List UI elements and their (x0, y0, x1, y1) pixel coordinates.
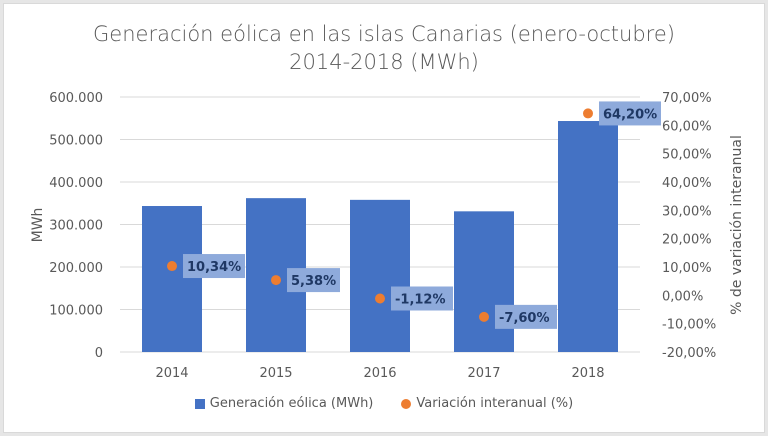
y2-tick-label: 40,00% (662, 176, 712, 191)
y2-tick-label: 60,00% (662, 119, 712, 134)
legend-item-generation: Generación eólica (MWh) (194, 396, 374, 411)
y-tick-label: 400.000 (49, 176, 103, 191)
data-point (271, 275, 281, 286)
data-label-box (287, 268, 340, 293)
data-label: 64,20% (603, 107, 657, 122)
y2-axis-label: % de variación interanual (729, 135, 745, 315)
legend-label-variation: Variación interanual (%) (416, 396, 574, 411)
y-tick-label: 600.000 (49, 91, 103, 106)
legend-item-variation: Variación interanual (%) (401, 396, 573, 411)
data-label-box (599, 101, 661, 126)
x-tick-label: 2015 (259, 366, 292, 381)
y2-tick-label: 70,00% (662, 91, 712, 106)
y-tick-label: 300.000 (49, 219, 103, 234)
y2-tick-label: 20,00% (662, 233, 712, 248)
y2-tick-label: 50,00% (662, 148, 712, 163)
data-label-box (183, 254, 245, 279)
chart-subtitle: 2014-2018 (MWh) (289, 50, 479, 74)
data-label-box (391, 286, 453, 311)
data-label: 10,34% (187, 260, 241, 275)
y-tick-label: 200.000 (49, 261, 103, 276)
x-tick-label: 2018 (571, 366, 604, 381)
data-label: -1,12% (395, 293, 446, 308)
legend-square-icon (194, 398, 205, 409)
data-label-box (495, 304, 557, 329)
chart-title: Generación eólica en las islas Canarias … (93, 22, 675, 46)
x-tick-label: 2017 (467, 366, 500, 381)
y-axis-label: MWh (30, 208, 46, 243)
y2-tick-label: -10,00% (662, 318, 716, 333)
data-point (375, 293, 385, 304)
data-point (167, 261, 177, 272)
data-label: -7,60% (499, 311, 550, 326)
legend: Generación eólica (MWh) Variación intera… (0, 396, 768, 411)
data-point (583, 108, 593, 119)
bar (454, 211, 514, 352)
y-tick-label: 0 (95, 346, 103, 361)
y2-tick-label: 0,00% (662, 289, 703, 304)
legend-dot-icon (401, 398, 412, 409)
x-tick-label: 2014 (155, 366, 188, 381)
bar (142, 206, 202, 352)
y2-tick-label: 30,00% (662, 204, 712, 219)
bar (350, 199, 410, 352)
y2-tick-label: -20,00% (662, 346, 716, 361)
data-label: 5,38% (291, 274, 336, 289)
y-tick-label: 500.000 (49, 134, 103, 149)
legend-label-generation: Generación eólica (MWh) (209, 396, 374, 411)
y2-tick-label: 10,00% (662, 261, 712, 276)
y-tick-label: 100.000 (49, 304, 103, 319)
x-tick-label: 2016 (363, 366, 396, 381)
data-point (479, 311, 489, 322)
bar (558, 121, 618, 352)
